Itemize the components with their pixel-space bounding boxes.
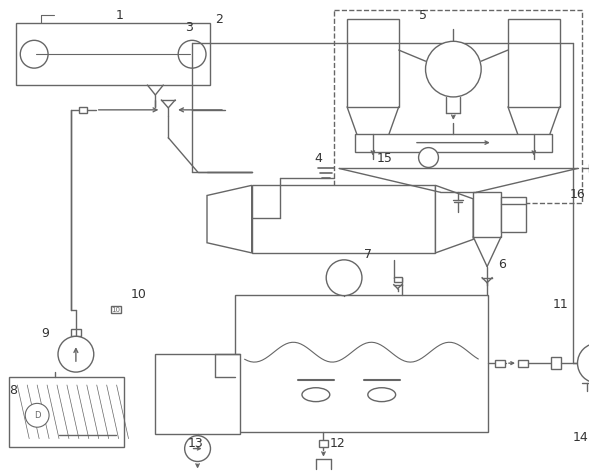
Bar <box>590 165 592 173</box>
Bar <box>17 24 210 85</box>
Text: 2: 2 <box>215 13 223 26</box>
Polygon shape <box>207 185 252 253</box>
Polygon shape <box>436 185 473 253</box>
Ellipse shape <box>368 388 395 402</box>
Bar <box>9 377 124 447</box>
Text: 13: 13 <box>188 437 204 449</box>
Circle shape <box>419 148 439 167</box>
Bar <box>155 354 240 434</box>
Bar <box>347 19 399 107</box>
Bar <box>501 197 526 232</box>
Text: 12: 12 <box>329 437 345 449</box>
Bar <box>79 107 87 113</box>
Bar <box>111 306 121 313</box>
Bar <box>518 359 528 367</box>
Circle shape <box>578 343 592 383</box>
Text: 5: 5 <box>419 9 427 22</box>
Bar <box>473 192 501 237</box>
Bar <box>334 9 583 203</box>
Bar <box>394 277 402 282</box>
Text: 8: 8 <box>9 384 17 397</box>
Bar <box>318 440 329 447</box>
Bar <box>508 19 559 107</box>
Text: 16: 16 <box>570 188 585 201</box>
Bar <box>235 295 488 432</box>
Text: 7: 7 <box>364 248 372 261</box>
Text: D: D <box>34 411 40 420</box>
Text: 9: 9 <box>41 327 49 340</box>
Bar <box>355 134 552 151</box>
Text: 1: 1 <box>115 9 124 22</box>
Text: 10: 10 <box>130 288 146 300</box>
Circle shape <box>25 403 49 427</box>
Ellipse shape <box>302 388 330 402</box>
Text: 6: 6 <box>498 258 506 271</box>
Circle shape <box>58 336 94 372</box>
Bar <box>71 329 81 336</box>
Text: 3: 3 <box>185 21 193 35</box>
Text: 4: 4 <box>314 152 322 166</box>
Text: 10: 10 <box>111 307 120 313</box>
Bar <box>495 359 505 367</box>
Bar <box>227 356 235 370</box>
Text: 11: 11 <box>553 298 568 310</box>
Bar <box>551 357 561 369</box>
Circle shape <box>326 260 362 296</box>
Text: 14: 14 <box>572 430 588 444</box>
Bar <box>340 277 348 282</box>
Bar <box>252 185 436 253</box>
Circle shape <box>426 41 481 97</box>
Circle shape <box>185 436 211 462</box>
Text: 15: 15 <box>377 152 392 166</box>
